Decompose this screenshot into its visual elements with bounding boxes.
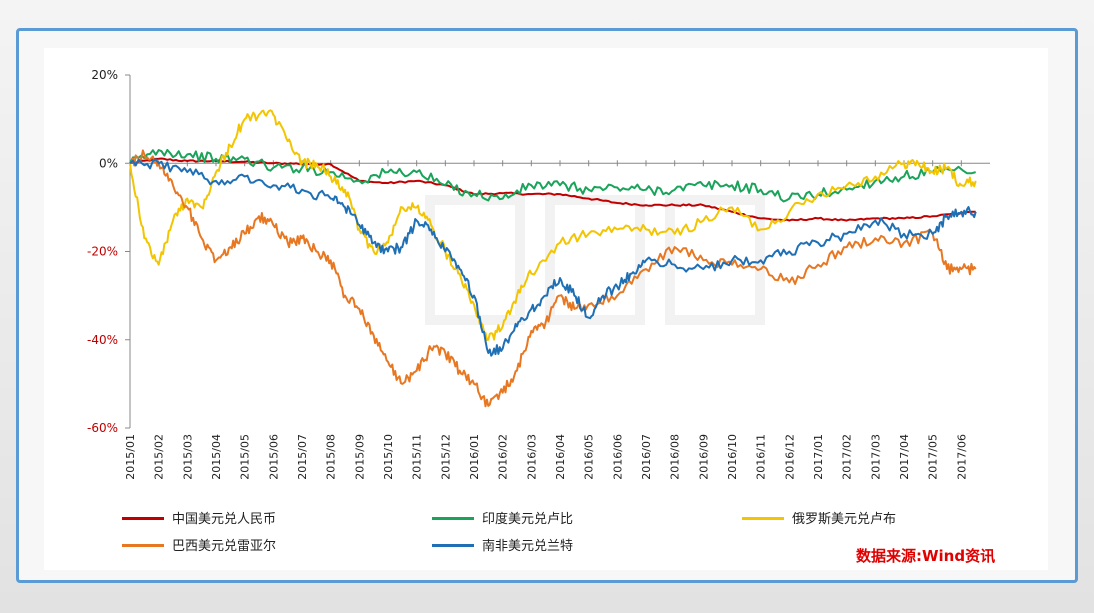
data-source-label: 数据来源:Wind资讯 [856,547,996,565]
x-tick-label: 2015/01 [124,434,137,480]
x-tick-label: 2015/09 [353,434,366,480]
x-tick-label: 2016/03 [525,434,538,480]
x-tick-label: 2015/08 [325,434,338,480]
x-tick-label: 2015/11 [411,434,424,480]
x-tick-label: 2017/01 [812,434,825,480]
x-tick-label: 2016/12 [783,434,796,480]
legend-label-rub: 俄罗斯美元兑卢布 [792,512,897,527]
x-tick-label: 2016/04 [554,434,567,480]
y-tick-label: 20% [91,68,118,82]
x-tick-label: 2015/06 [267,434,280,480]
x-tick-label: 2017/05 [927,434,940,480]
y-tick-label: -60% [87,421,118,435]
x-tick-label: 2017/03 [869,434,882,480]
legend-swatch-rub [742,517,784,520]
x-tick-label: 2015/02 [153,434,166,480]
x-tick-label: 2016/06 [611,434,624,480]
x-tick-label: 2016/05 [583,434,596,480]
series-line-zar [129,158,977,357]
x-tick-label: 2017/02 [841,434,854,480]
x-tick-label: 2017/04 [898,434,911,480]
x-tick-label: 2015/12 [439,434,452,480]
legend-swatch-zar [432,544,474,547]
x-tick-label: 2016/02 [497,434,510,480]
x-tick-label: 2016/08 [669,434,682,480]
x-tick-label: 2016/10 [726,434,739,480]
legend-label-inr: 印度美元兑卢比 [482,512,574,527]
x-tick-label: 2017/06 [955,434,968,480]
legend-swatch-brl [122,544,164,547]
legend-swatch-inr [432,517,474,520]
x-tick-label: 2015/04 [210,434,223,480]
chart-panel [44,48,1048,570]
legend-label-brl: 巴西美元兑雷亚尔 [172,539,277,554]
y-tick-label: -20% [87,245,118,259]
x-tick-label: 2015/10 [382,434,395,480]
x-tick-label: 2016/01 [468,434,481,480]
legend-label-cny: 中国美元兑人民币 [172,512,277,527]
legend-label-zar: 南非美元兑兰特 [482,539,574,554]
series-line-inr [129,148,976,203]
x-tick-label: 2016/11 [755,434,768,480]
series-line-brl [129,149,977,408]
series-line-cny [129,157,976,222]
x-tick-label: 2015/03 [181,434,194,480]
x-tick-label: 2016/07 [640,434,653,480]
y-tick-label: 0% [99,156,118,170]
y-tick-label: -40% [87,333,118,347]
x-tick-label: 2016/09 [697,434,710,480]
x-tick-label: 2015/05 [239,434,252,480]
legend-swatch-cny [122,517,164,520]
x-tick-label: 2015/07 [296,434,309,480]
series-line-rub [129,109,977,341]
